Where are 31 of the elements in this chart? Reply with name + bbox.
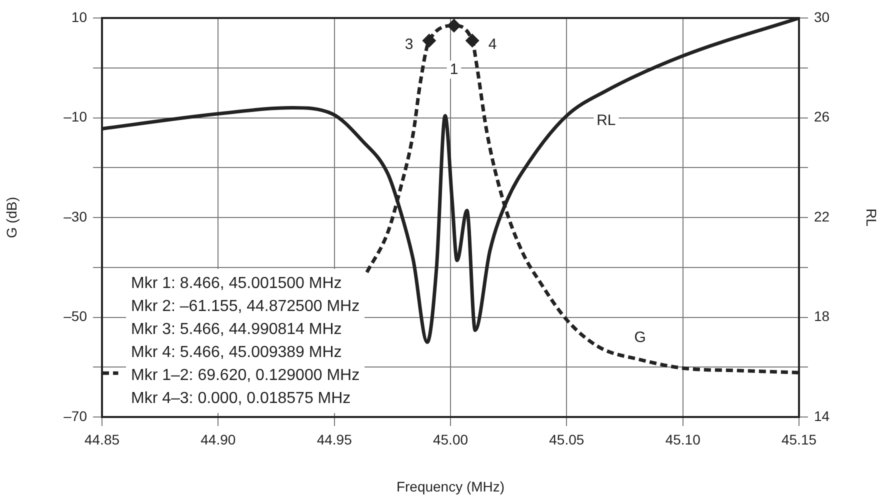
annotation: Mkr 2: –61.155, 44.872500 MHz: [131, 298, 360, 315]
y-tick-label: –10: [64, 108, 88, 125]
y2-axis-title: RL: [864, 208, 880, 227]
y2-tick-label: 18: [814, 308, 830, 324]
x-tick-label: 45.05: [549, 431, 584, 448]
y-tick-label: –30: [64, 208, 88, 224]
annotation: 4: [488, 36, 497, 53]
y2-tick-label: 22: [814, 208, 830, 224]
y-tick-label: –50: [64, 308, 88, 324]
x-tick-label: 45.15: [781, 431, 817, 448]
series-label: RL: [596, 112, 616, 129]
annotation: 3: [404, 36, 414, 53]
annotation: Mkr 1–2: 69.620, 0.129000 MHz: [131, 366, 360, 384]
y2-tick-label: 14: [814, 408, 830, 424]
y-tick-label: –70: [64, 408, 88, 424]
annotation: Mkr 3: 5.466, 44.990814 MHz: [131, 320, 342, 338]
series-label: G: [634, 328, 646, 346]
x-tick-label: 45.00: [432, 431, 468, 448]
y2-tick-label: 26: [814, 108, 830, 125]
x-tick-label: 45.10: [665, 431, 701, 448]
x-tick-label: 44.95: [316, 431, 352, 448]
x-tick-label: 44.85: [84, 431, 120, 448]
annotation: Mkr 4: 5.466, 45.009389 MHz: [131, 344, 342, 361]
annotation: Mkr 1: 8.466, 45.001500 MHz: [131, 274, 342, 292]
y2-tick-label: 30: [814, 8, 830, 25]
y-axis-title: G (dB): [3, 196, 20, 238]
x-tick-label: 44.90: [200, 431, 236, 448]
y-tick-label: 10: [71, 8, 88, 25]
annotation: Mkr 4–3: 0.000, 0.018575 MHz: [131, 390, 351, 407]
x-axis-title: Frequency (MHz): [396, 478, 505, 494]
annotation: 1: [450, 60, 458, 78]
